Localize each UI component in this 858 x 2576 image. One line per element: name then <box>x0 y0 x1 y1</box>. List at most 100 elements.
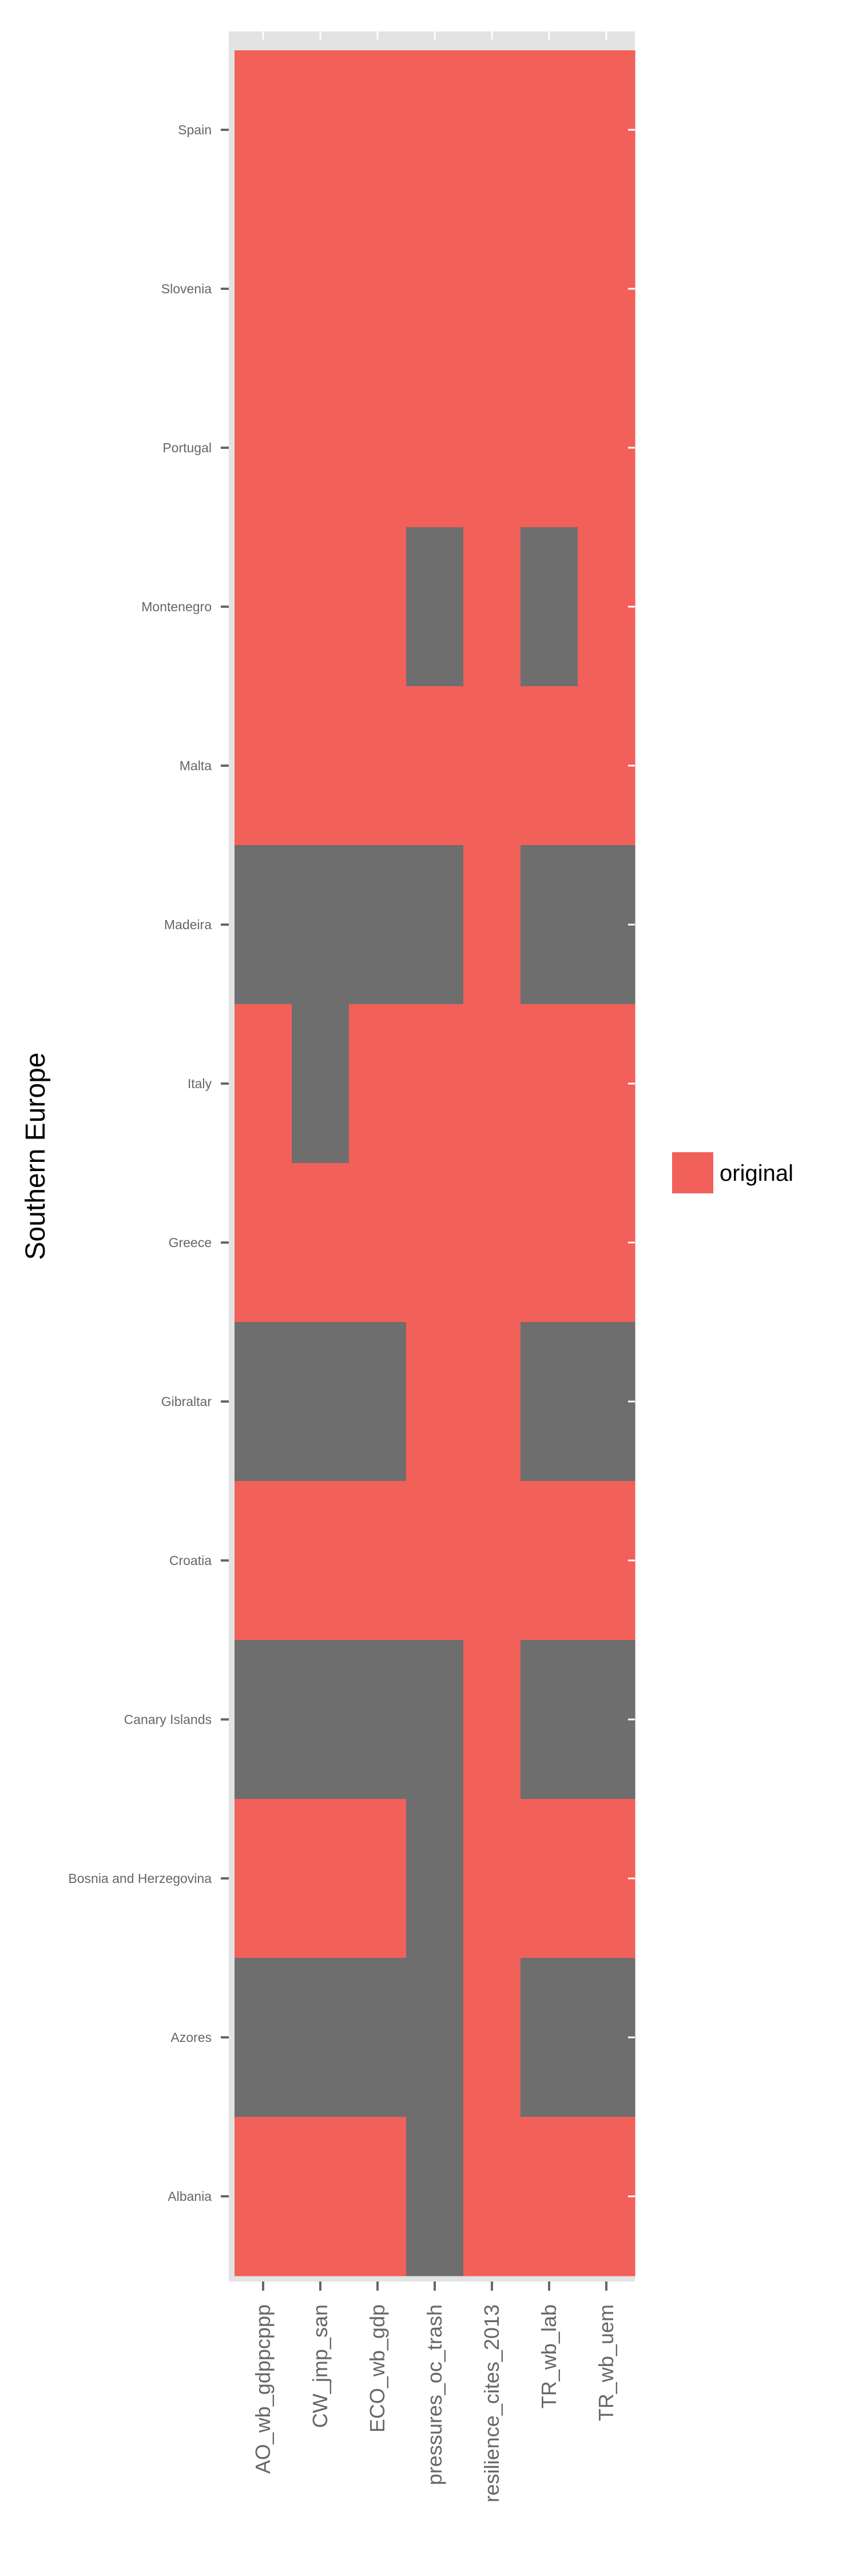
heatmap-cell <box>578 368 635 528</box>
heatmap-cell <box>349 1481 407 1641</box>
heatmap-cell <box>463 1163 521 1323</box>
heatmap-cell <box>521 2117 578 2276</box>
y-axis-title: Southern Europe <box>21 1053 51 1260</box>
heatmap-cell <box>406 1799 464 1958</box>
y-tick-label: Croatia <box>169 1553 212 1568</box>
heatmap-cell <box>521 845 578 1005</box>
heatmap-cell <box>521 1640 578 1799</box>
x-tick-label: CW_jmp_san <box>308 2304 332 2428</box>
heatmap-cell <box>292 1004 349 1164</box>
y-tick-label: Montenegro <box>141 599 212 614</box>
y-tick-label: Italy <box>188 1076 212 1091</box>
heatmap-cell <box>292 845 349 1005</box>
heatmap-cell <box>521 1322 578 1482</box>
heatmap-cell <box>349 845 407 1005</box>
heatmap-cell <box>349 1799 407 1958</box>
y-tick-label: Spain <box>178 122 212 137</box>
heatmap-cell <box>406 1481 464 1641</box>
heatmap-cell <box>521 1004 578 1164</box>
heatmap-cell <box>578 50 635 210</box>
heatmap-cell <box>521 1163 578 1323</box>
y-tick-label: Gibraltar <box>161 1394 212 1409</box>
heatmap-cell <box>406 2117 464 2276</box>
x-tick-label: ECO_wb_gdp <box>366 2304 389 2432</box>
heatmap-cell <box>349 1958 407 2117</box>
heatmap-cell <box>521 1958 578 2117</box>
heatmap-cell <box>463 1481 521 1641</box>
heatmap-cell <box>235 209 292 369</box>
y-tick-label: Slovenia <box>161 281 212 296</box>
heatmap-cell <box>406 845 464 1005</box>
heatmap-cell <box>463 209 521 369</box>
heatmap-cell <box>235 1481 292 1641</box>
heatmap-cell <box>578 845 635 1005</box>
heatmap-cell <box>349 527 407 687</box>
heatmap-cell <box>578 1004 635 1164</box>
heatmap-cell <box>578 1322 635 1482</box>
heatmap-cell <box>463 50 521 210</box>
heatmap-cell <box>578 209 635 369</box>
heatmap-cell <box>578 1163 635 1323</box>
heatmap-cell <box>521 368 578 528</box>
heatmap-cell <box>463 1640 521 1799</box>
heatmap-cell <box>292 50 349 210</box>
y-tick-label: Canary Islands <box>124 1712 212 1727</box>
heatmap-cell <box>292 1481 349 1641</box>
legend: original <box>672 1152 793 1193</box>
heatmap-cell <box>463 845 521 1005</box>
heatmap-cell <box>578 2117 635 2276</box>
heatmap-cell <box>349 1004 407 1164</box>
heatmap-cell <box>521 50 578 210</box>
heatmap-cell <box>578 1481 635 1641</box>
heatmap-cell <box>406 1958 464 2117</box>
heatmap-cell <box>349 368 407 528</box>
heatmap-cell <box>406 50 464 210</box>
heatmap-cell <box>292 686 349 846</box>
legend-label: original <box>720 1161 793 1186</box>
heatmap-cell <box>235 1322 292 1482</box>
heatmap-cell <box>235 1799 292 1958</box>
legend-swatch <box>672 1152 713 1193</box>
heatmap-cell <box>406 686 464 846</box>
x-tick-label: TR_wb_uem <box>594 2304 618 2421</box>
heatmap-cell <box>578 686 635 846</box>
x-ticks-layer: AO_wb_gdppcppp CW_jmp_san ECO_wb_gdp pressu… <box>251 31 618 2502</box>
heatmap-cell <box>349 1640 407 1799</box>
heatmap-cell <box>521 527 578 687</box>
heatmap-cell <box>235 1640 292 1799</box>
y-tick-label: Madeira <box>164 917 212 932</box>
heatmap-cell <box>578 1799 635 1958</box>
heatmap-cell <box>292 368 349 528</box>
heatmap-cell <box>349 686 407 846</box>
heatmap-cell <box>406 368 464 528</box>
heatmap-cell <box>235 1958 292 2117</box>
heatmap-cell <box>521 686 578 846</box>
heatmap-cell <box>406 209 464 369</box>
heatmap-cell <box>463 527 521 687</box>
cells-layer <box>235 50 635 2276</box>
y-tick-label: Albania <box>168 2189 212 2204</box>
heatmap-cell <box>235 686 292 846</box>
heatmap-cell <box>235 368 292 528</box>
y-tick-label: Portugal <box>162 440 212 455</box>
y-tick-label: Greece <box>169 1235 212 1250</box>
y-tick-label: Bosnia and Herzegovina <box>68 1871 212 1886</box>
heatmap-cell <box>578 1640 635 1799</box>
heatmap-cell <box>235 527 292 687</box>
heatmap-cell <box>235 50 292 210</box>
y-tick-label: Malta <box>180 758 212 773</box>
heatmap-cell <box>292 1322 349 1482</box>
heatmap-cell <box>292 1958 349 2117</box>
heatmap-cell <box>463 1322 521 1482</box>
heatmap-cell <box>521 1799 578 1958</box>
heatmap-cell <box>235 845 292 1005</box>
heatmap-cell <box>463 2117 521 2276</box>
heatmap-cell <box>463 1958 521 2117</box>
heatmap-cell <box>463 686 521 846</box>
heatmap-cell <box>406 1322 464 1482</box>
heatmap-cell <box>292 527 349 687</box>
heatmap-cell <box>349 2117 407 2276</box>
heatmap-cell <box>292 2117 349 2276</box>
